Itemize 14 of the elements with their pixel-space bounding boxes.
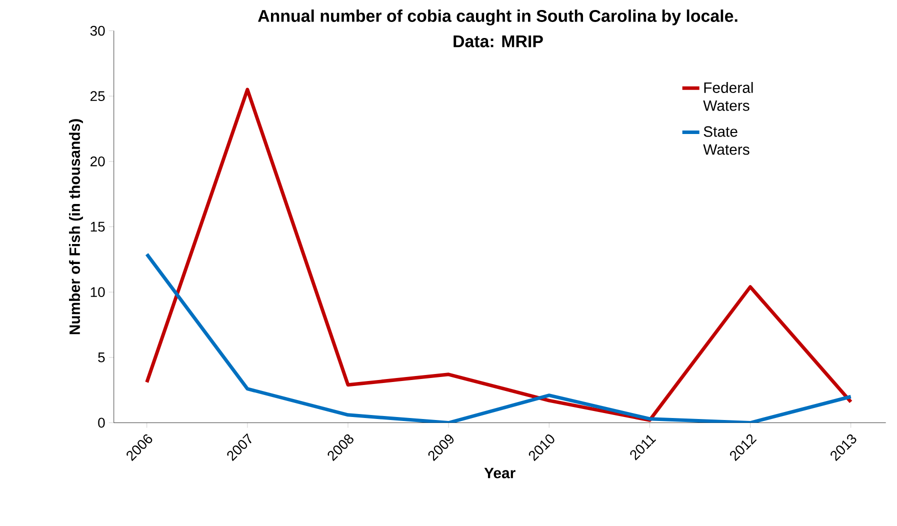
legend-label: Federal Waters [703,82,753,111]
y-tick-label: 15 [90,222,105,232]
y-tick-label: 0 [98,418,105,428]
y-tick-label: 5 [98,352,105,362]
x-axis-title: Year [484,468,516,478]
chart-subtitle: Data: MRIP [454,36,543,48]
y-tick-label: 30 [90,26,105,36]
y-tick-label: 10 [90,287,105,298]
line-series [145,252,853,423]
chart-title: Annual number of cobia caught in South Carolina by locale. [258,10,738,26]
y-axis-title: Number of Fish (in thousands) [69,119,83,334]
legend-label: State Waters [703,126,750,155]
y-tick-label: 25 [90,91,105,102]
y-tick-label: 20 [90,156,105,166]
